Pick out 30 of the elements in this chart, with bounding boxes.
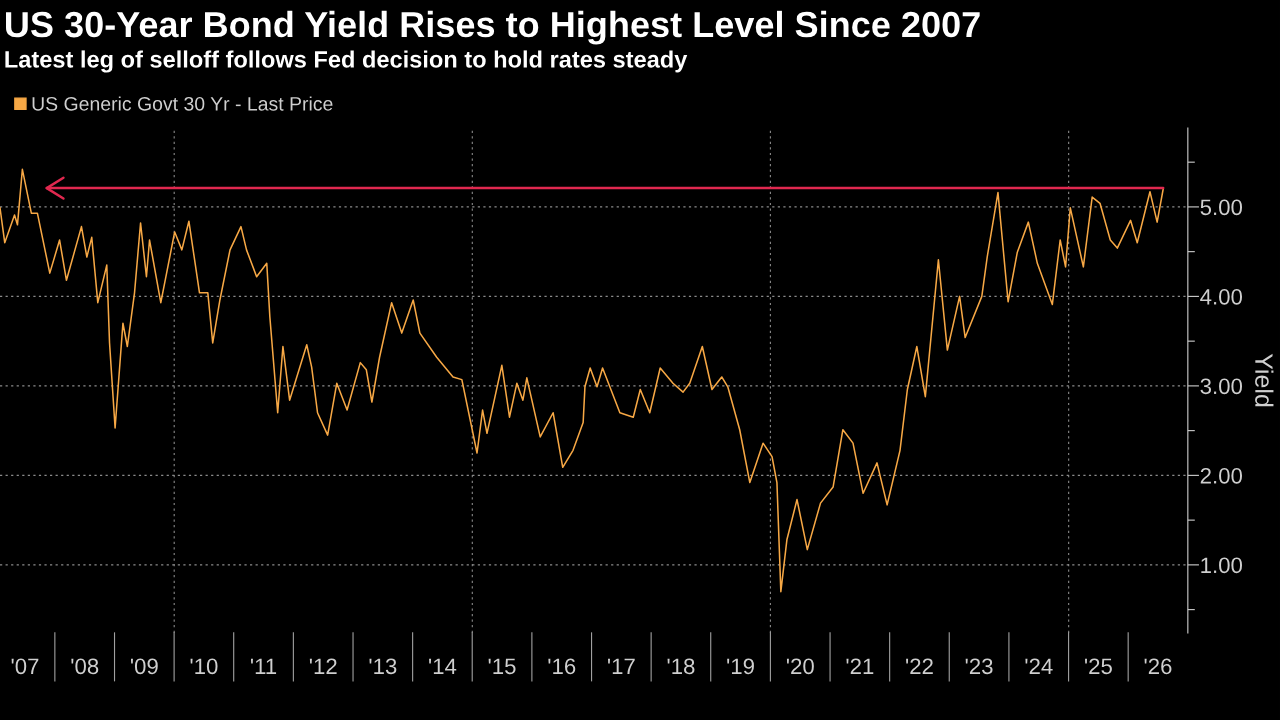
legend-label: US Generic Govt 30 Yr - Last Price bbox=[32, 96, 333, 111]
x-tick-label: '16 bbox=[548, 658, 576, 675]
x-tick-label: '22 bbox=[906, 658, 933, 674]
y-tick-label: 1.00 bbox=[1201, 557, 1243, 574]
x-tick-label: '24 bbox=[1025, 658, 1053, 674]
x-tick-label: '08 bbox=[71, 658, 99, 675]
x-tick-label: '15 bbox=[488, 658, 516, 675]
x-tick-label: '26 bbox=[1144, 658, 1172, 675]
y-tick-label: 4.00 bbox=[1200, 288, 1243, 305]
x-tick-label: '12 bbox=[309, 658, 337, 674]
x-tick-label: '10 bbox=[190, 658, 218, 675]
chart-subtitle: Latest leg of selloff follows Fed decision to hold rates steady bbox=[5, 50, 688, 73]
x-tick-label: '14 bbox=[429, 658, 457, 674]
x-tick-label: '11 bbox=[250, 658, 277, 674]
y-tick-label: 5.00 bbox=[1200, 199, 1243, 216]
y-tick-label: 2.00 bbox=[1200, 467, 1243, 484]
x-tick-label: '20 bbox=[786, 658, 814, 675]
chart-title: US 30-Year Bond Yield Rises to Highest Level Since 2007 bbox=[6, 10, 980, 45]
y-axis-title: Yield bbox=[1255, 353, 1274, 407]
y-tick-label: 3.00 bbox=[1200, 378, 1243, 395]
x-tick-label: '09 bbox=[130, 658, 158, 675]
x-tick-label: '21 bbox=[846, 658, 874, 674]
x-tick-label: '07 bbox=[11, 658, 39, 675]
line-series bbox=[0, 168, 1164, 593]
x-tick-label: '19 bbox=[727, 658, 754, 675]
x-tick-label: '17 bbox=[608, 658, 635, 674]
x-tick-label: '13 bbox=[369, 658, 397, 675]
x-tick-label: '18 bbox=[667, 658, 695, 675]
x-tick-label: '23 bbox=[965, 658, 993, 675]
x-tick-label: '25 bbox=[1085, 658, 1112, 675]
